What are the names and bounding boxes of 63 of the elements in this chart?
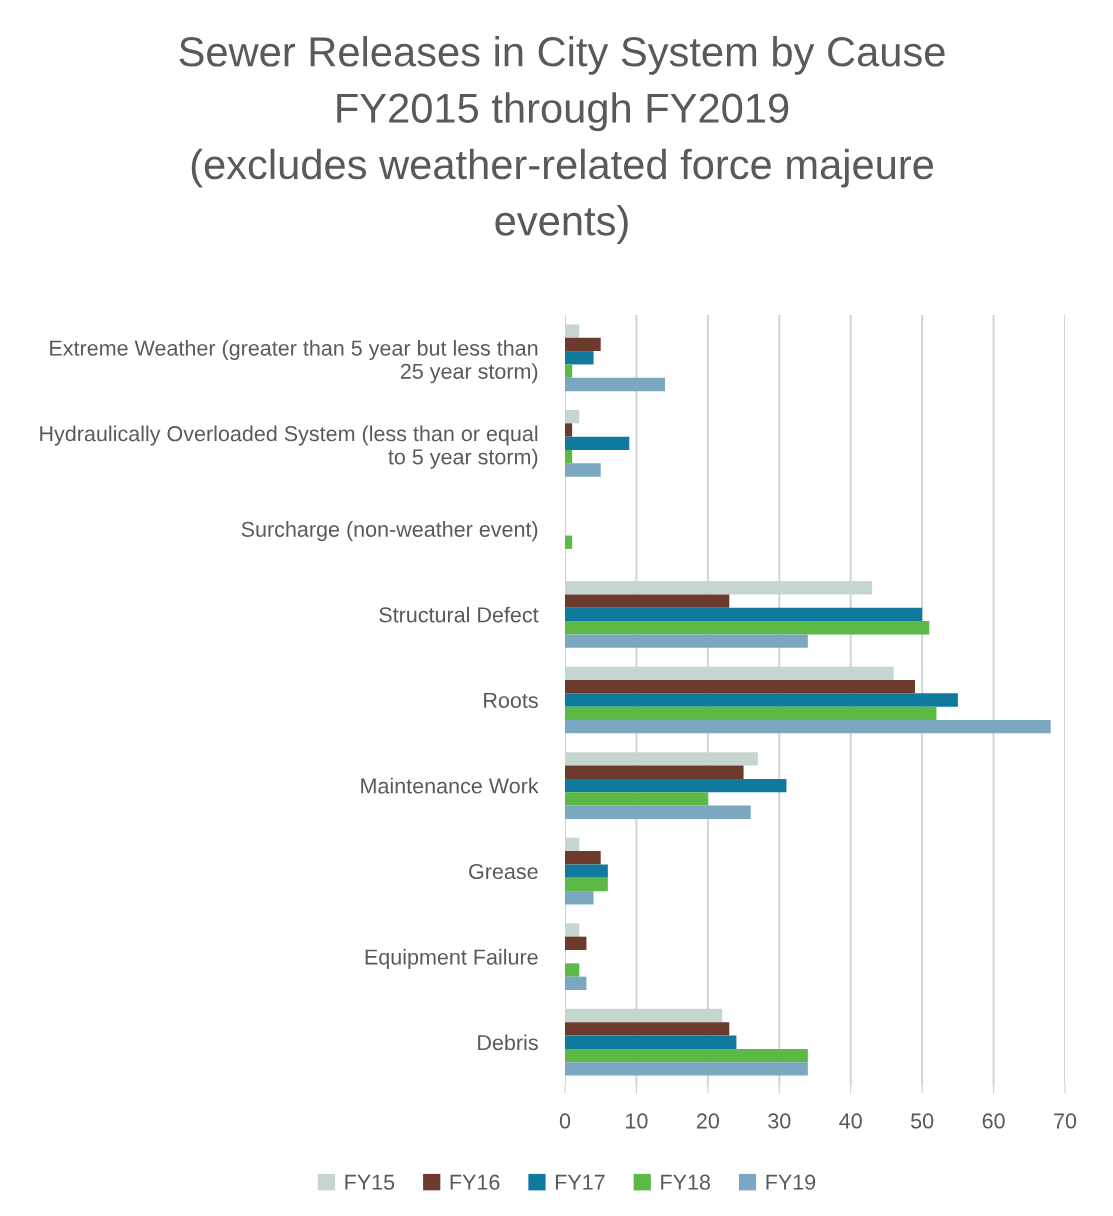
x-tick-label: 60 bbox=[982, 1113, 1005, 1129]
bar bbox=[565, 765, 744, 779]
bar bbox=[565, 963, 580, 977]
bar bbox=[565, 679, 915, 694]
legend-label: FY17 bbox=[555, 1174, 605, 1190]
bar bbox=[565, 337, 601, 352]
bar bbox=[565, 450, 573, 464]
bar bbox=[565, 423, 573, 437]
bar bbox=[565, 666, 894, 680]
y-tick-label: Roots bbox=[484, 692, 538, 709]
bar bbox=[565, 594, 730, 608]
x-tick-label: 20 bbox=[696, 1113, 719, 1129]
bar bbox=[565, 936, 587, 950]
y-tick-label: Equipment Failure bbox=[365, 948, 538, 969]
bar bbox=[565, 720, 1051, 734]
y-tick-label: Structural Defect bbox=[379, 606, 539, 623]
y-tick-label: Surcharge (non-weather event) bbox=[241, 521, 538, 542]
y-tick-label: Grease bbox=[469, 863, 538, 880]
bar bbox=[565, 778, 787, 793]
bar bbox=[565, 693, 958, 707]
y-tick-label: Hydraulically Overloaded System (less than or equal to 5 year storm) bbox=[40, 425, 538, 469]
x-tick-label: 30 bbox=[768, 1113, 791, 1129]
bar bbox=[565, 463, 601, 477]
bar bbox=[565, 851, 601, 865]
bar bbox=[565, 621, 930, 635]
bar bbox=[565, 436, 630, 451]
bar bbox=[565, 1035, 737, 1049]
bar bbox=[565, 377, 665, 392]
bar bbox=[565, 581, 873, 595]
bar bbox=[565, 706, 937, 721]
bar bbox=[565, 923, 580, 937]
bar bbox=[565, 976, 587, 991]
bar bbox=[565, 1048, 808, 1063]
y-tick-label: Maintenance Work bbox=[361, 777, 539, 794]
bar bbox=[565, 1022, 730, 1036]
bar bbox=[565, 877, 608, 892]
legend-label: FY16 bbox=[450, 1174, 500, 1190]
x-tick-label: 70 bbox=[1054, 1113, 1077, 1129]
bar bbox=[565, 409, 580, 424]
x-tick-label: 0 bbox=[559, 1113, 571, 1129]
bar bbox=[565, 891, 594, 905]
legend-label: FY15 bbox=[345, 1174, 395, 1190]
y-tick-label: Extreme Weather (greater than 5 year but less than 25 year storm) bbox=[50, 339, 538, 384]
bar bbox=[565, 324, 580, 338]
bar bbox=[565, 607, 923, 622]
x-tick-label: 50 bbox=[911, 1113, 934, 1129]
x-tick-label: 40 bbox=[839, 1113, 862, 1129]
y-tick-label: Debris bbox=[478, 1034, 538, 1051]
bar bbox=[565, 535, 573, 549]
bar bbox=[565, 364, 573, 378]
bar bbox=[565, 1062, 808, 1076]
bar bbox=[565, 351, 594, 365]
bar bbox=[565, 752, 758, 766]
bar bbox=[565, 792, 708, 806]
x-tick-label: 10 bbox=[626, 1113, 648, 1129]
legend-label: FY19 bbox=[766, 1174, 816, 1190]
bar bbox=[565, 1008, 723, 1023]
bar bbox=[565, 837, 580, 852]
bar bbox=[565, 864, 608, 878]
bar bbox=[565, 634, 808, 648]
bar bbox=[565, 805, 751, 819]
legend-label: FY18 bbox=[661, 1174, 710, 1190]
chart-title: Sewer Releases in City System by Cause FY2015 through FY2019 (excludes weather-related force majeure events) bbox=[179, 36, 945, 244]
